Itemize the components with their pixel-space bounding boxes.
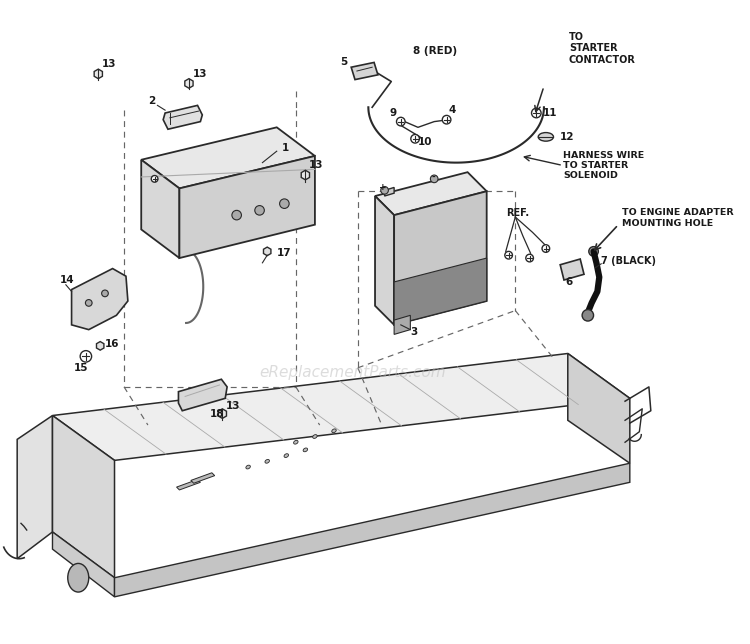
Polygon shape — [190, 473, 214, 483]
Polygon shape — [176, 479, 200, 490]
Circle shape — [505, 251, 512, 259]
Polygon shape — [375, 196, 394, 325]
Text: 16: 16 — [105, 339, 119, 349]
Circle shape — [86, 299, 92, 307]
Polygon shape — [351, 62, 378, 80]
Circle shape — [152, 176, 158, 182]
Circle shape — [381, 187, 388, 194]
Polygon shape — [263, 247, 271, 256]
Polygon shape — [53, 354, 630, 460]
Ellipse shape — [313, 435, 317, 439]
Text: 10: 10 — [418, 137, 433, 147]
Ellipse shape — [265, 459, 269, 463]
Circle shape — [442, 115, 451, 124]
Ellipse shape — [284, 454, 289, 457]
Polygon shape — [302, 170, 310, 180]
Polygon shape — [115, 463, 630, 597]
Ellipse shape — [293, 440, 298, 444]
Text: 17: 17 — [277, 249, 291, 258]
Text: 13: 13 — [193, 69, 207, 79]
Polygon shape — [179, 156, 315, 258]
Text: HARNESS WIRE
TO STARTER
SOLENOID: HARNESS WIRE TO STARTER SOLENOID — [563, 151, 644, 180]
Polygon shape — [375, 172, 487, 215]
Text: -: - — [431, 173, 435, 182]
Text: 11: 11 — [543, 108, 557, 118]
Polygon shape — [394, 191, 487, 325]
Text: 18: 18 — [210, 408, 224, 419]
Text: 1: 1 — [281, 144, 289, 153]
Text: 12: 12 — [560, 132, 574, 142]
Text: 3: 3 — [410, 328, 418, 337]
Circle shape — [397, 117, 405, 126]
Circle shape — [532, 108, 541, 118]
Polygon shape — [17, 415, 53, 558]
Text: 13: 13 — [309, 160, 324, 171]
Circle shape — [411, 135, 419, 143]
Circle shape — [589, 247, 598, 256]
Polygon shape — [385, 187, 394, 196]
Text: TO
STARTER
CONTACTOR: TO STARTER CONTACTOR — [568, 32, 636, 64]
Polygon shape — [394, 258, 487, 325]
Ellipse shape — [303, 448, 307, 451]
Circle shape — [430, 175, 438, 183]
Text: eReplacementParts.com: eReplacementParts.com — [260, 365, 446, 380]
Polygon shape — [141, 128, 315, 189]
Polygon shape — [164, 106, 202, 129]
Circle shape — [542, 245, 550, 252]
Polygon shape — [53, 415, 115, 578]
Polygon shape — [71, 269, 128, 330]
Text: 6: 6 — [565, 277, 572, 287]
Polygon shape — [94, 69, 103, 79]
Ellipse shape — [246, 465, 250, 469]
Circle shape — [280, 199, 290, 209]
Text: +: + — [379, 183, 386, 192]
Ellipse shape — [538, 133, 554, 141]
Text: TO ENGINE ADAPTER
MOUNTING HOLE: TO ENGINE ADAPTER MOUNTING HOLE — [622, 208, 734, 228]
Text: 7 (BLACK): 7 (BLACK) — [602, 256, 656, 266]
Text: 13: 13 — [102, 59, 116, 70]
Text: 5: 5 — [340, 57, 348, 68]
Polygon shape — [184, 79, 193, 88]
Polygon shape — [568, 354, 630, 463]
Circle shape — [526, 254, 533, 262]
Text: REF.: REF. — [506, 208, 529, 218]
Text: 13: 13 — [226, 401, 241, 411]
Polygon shape — [97, 341, 104, 350]
Ellipse shape — [332, 429, 336, 433]
Circle shape — [232, 211, 242, 220]
Circle shape — [582, 310, 593, 321]
Circle shape — [102, 290, 108, 297]
Ellipse shape — [68, 564, 88, 592]
Polygon shape — [218, 409, 226, 419]
Text: 8 (RED): 8 (RED) — [413, 46, 458, 56]
Text: 4: 4 — [448, 105, 456, 115]
Polygon shape — [178, 379, 227, 411]
Polygon shape — [141, 160, 179, 258]
Circle shape — [80, 350, 92, 362]
Circle shape — [255, 205, 264, 215]
Text: 14: 14 — [60, 275, 75, 285]
Text: 9: 9 — [389, 108, 397, 118]
Polygon shape — [560, 259, 584, 280]
Text: 2: 2 — [148, 95, 155, 106]
Polygon shape — [53, 532, 115, 597]
Text: 15: 15 — [74, 363, 88, 373]
Polygon shape — [394, 316, 410, 334]
